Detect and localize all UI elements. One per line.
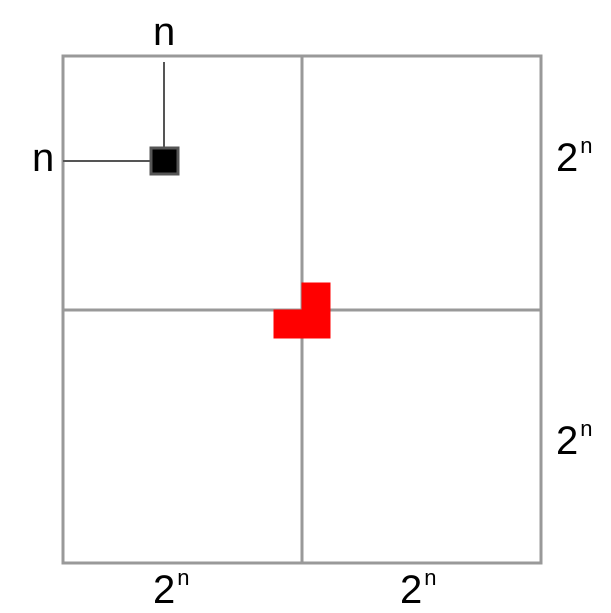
marked-square	[149, 146, 180, 176]
bottom-right-size-exp: n	[424, 565, 437, 590]
right-top-size-exp: n	[580, 133, 593, 158]
right-bottom-size-base: 2	[556, 419, 579, 463]
center-tromino	[273, 282, 331, 339]
bottom-right-size-label: 2n	[400, 567, 437, 612]
right-top-size-label: 2n	[556, 135, 593, 180]
bottom-left-size-base: 2	[153, 568, 176, 612]
bottom-left-size-exp: n	[177, 565, 190, 590]
marker-top-label: n	[153, 10, 176, 54]
right-top-size-base: 2	[556, 136, 579, 180]
marker-left-label: n	[32, 136, 55, 180]
bottom-left-size-label: 2n	[153, 567, 190, 612]
right-bottom-size-label: 2n	[556, 418, 593, 463]
right-bottom-size-exp: n	[580, 416, 593, 441]
bottom-right-size-base: 2	[400, 568, 423, 612]
